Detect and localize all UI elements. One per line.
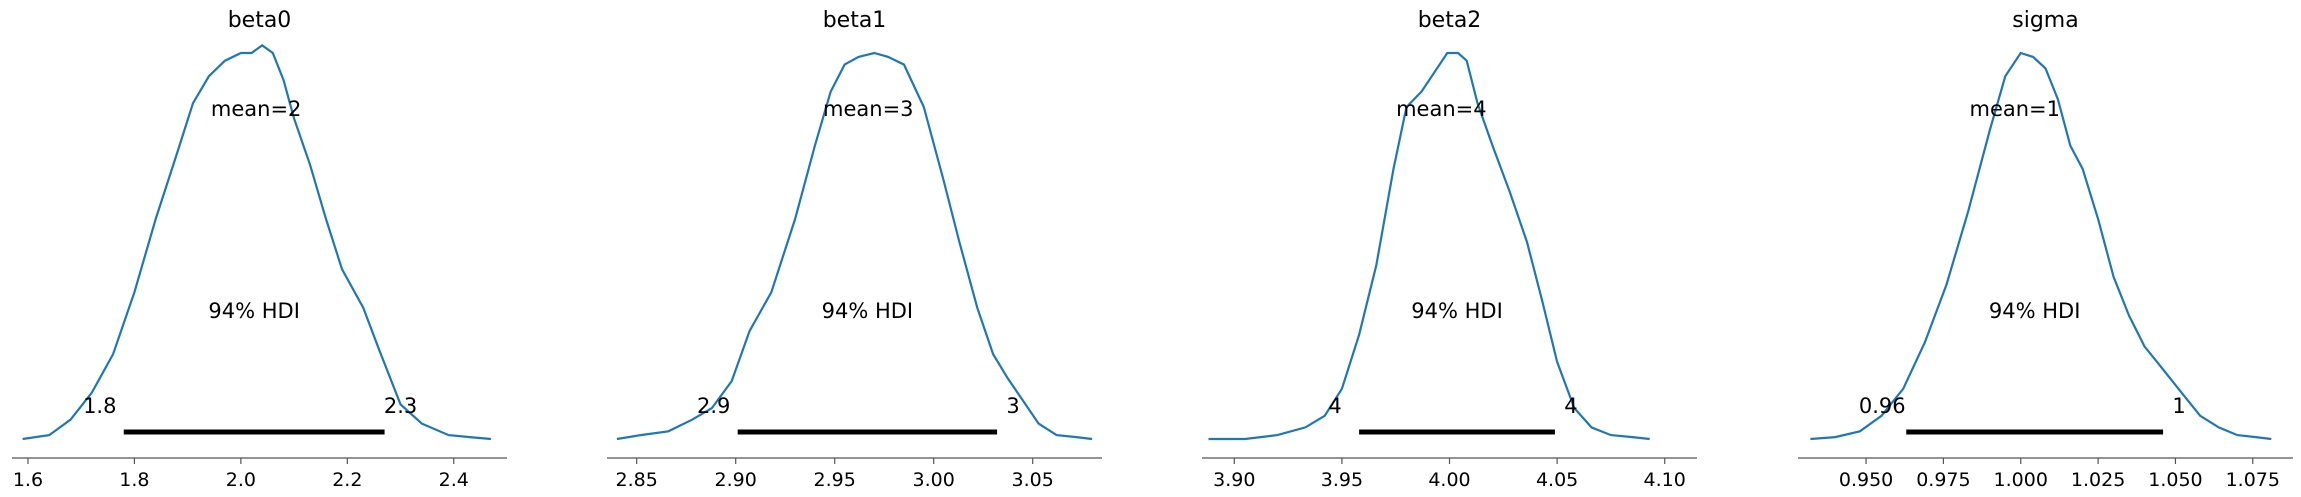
x-tick-label: 3.05 — [1012, 469, 1054, 491]
density-curve — [1810, 51, 2272, 441]
subplot-title: beta2 — [1418, 8, 1482, 33]
hdi-upper-label: 1 — [2172, 394, 2185, 418]
hdi-upper-label: 3 — [1006, 394, 1019, 418]
hdi-label: 94% HDI — [1411, 299, 1503, 323]
subplot-beta1: beta1 mean=3 94% HDI 2.9 3 2.85 2.90 2.95 3.00 3.… — [607, 8, 1102, 491]
hdi-upper-label: 2.3 — [384, 394, 417, 418]
x-tick-label: 2.0 — [226, 469, 256, 491]
x-tick-label: 0.975 — [1916, 469, 1970, 491]
x-tick-label: 4.00 — [1428, 469, 1470, 491]
x-tick-label: 3.95 — [1321, 469, 1363, 491]
mean-label: mean=2 — [211, 97, 302, 121]
density-curve — [1208, 51, 1650, 441]
x-tick-label: 1.050 — [2148, 469, 2202, 491]
x-tick-label: 3.90 — [1213, 469, 1255, 491]
x-tick-label: 2.90 — [715, 469, 757, 491]
x-tick-label: 1.075 — [2226, 469, 2280, 491]
hdi-lower-label: 1.8 — [83, 394, 116, 418]
x-tick-label: 2.4 — [439, 469, 469, 491]
density-curve — [22, 43, 492, 441]
hdi-lower-label: 2.9 — [697, 394, 730, 418]
x-tick-label: 2.95 — [814, 469, 856, 491]
x-tick-label: 4.10 — [1644, 469, 1686, 491]
subplot-sigma: sigma mean=1 94% HDI 0.96 1 0.950 0.975 1.000 1.… — [1798, 8, 2293, 491]
density-curve — [616, 51, 1093, 441]
x-tick-label: 1.6 — [13, 469, 43, 491]
x-tick-label: 3.00 — [913, 469, 955, 491]
x-tick-label: 0.950 — [1839, 469, 1893, 491]
hdi-label: 94% HDI — [822, 299, 914, 323]
x-tick-label: 1.000 — [1994, 469, 2048, 491]
x-tick-label: 1.8 — [119, 469, 149, 491]
subplot-title: sigma — [2012, 8, 2078, 33]
x-tick-label: 2.85 — [616, 469, 658, 491]
mean-label: mean=4 — [1396, 97, 1487, 121]
hdi-label: 94% HDI — [1989, 299, 2081, 323]
hdi-upper-label: 4 — [1564, 394, 1577, 418]
subplot-beta0: beta0 mean=2 94% HDI 1.8 2.3 1.6 1.8 2.0 2.2 2.4 — [12, 8, 507, 491]
hdi-label: 94% HDI — [208, 299, 300, 323]
mean-label: mean=3 — [823, 97, 914, 121]
x-tick-label: 2.2 — [332, 469, 362, 491]
subplot-title: beta1 — [823, 8, 887, 33]
x-tick-label: 4.05 — [1536, 469, 1578, 491]
hdi-lower-label: 4 — [1328, 394, 1341, 418]
hdi-lower-label: 0.96 — [1859, 394, 1906, 418]
mean-label: mean=1 — [1969, 97, 2060, 121]
subplot-beta2: beta2 mean=4 94% HDI 4 4 3.90 3.95 4.00 4.05 4.10 — [1202, 8, 1697, 491]
subplot-title: beta0 — [228, 8, 292, 33]
x-tick-label: 1.025 — [2071, 469, 2125, 491]
